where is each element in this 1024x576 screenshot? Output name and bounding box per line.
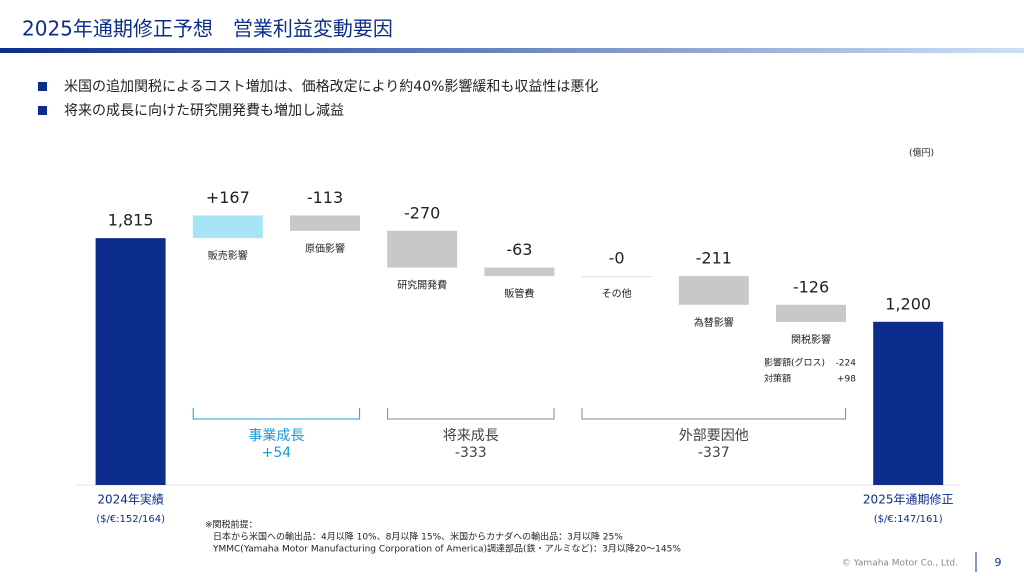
bar [484,267,555,277]
group-bracket [192,408,361,420]
bar [873,321,944,485]
group-value: -337 [698,445,730,461]
footnote: 日本から米国への輸出品：4月以降 10%、8月以降 15%、米国からカナダへの輸… [213,531,623,543]
value-label: +167 [206,188,250,207]
bullet-icon [38,82,47,91]
annotation-value: +98 [837,374,856,384]
group-bracket [581,408,847,420]
value-label: -113 [307,188,343,207]
group-value: +54 [262,445,292,461]
annotation-value: -224 [836,358,857,368]
annotation-label: 対策額 [764,372,791,384]
bar [192,215,263,239]
group-name: 将来成長 [443,428,499,444]
category-label: 原価影響 [305,242,345,255]
unit: (億円) [909,147,934,159]
category-label: 販売影響 [208,249,248,262]
group-name: 外部要因他 [679,428,749,444]
value-label: -0 [609,249,625,268]
value-label: -126 [793,277,829,296]
bar [290,215,360,231]
bar [581,276,652,278]
title: 2025年通期修正予想 営業利益変動要因 [22,17,393,41]
bar [95,238,166,485]
value-label: 1,815 [108,211,154,230]
group-bracket [387,408,555,420]
value-label: -270 [404,203,440,222]
value-label: 1,200 [885,294,931,313]
value-label: -63 [506,240,532,259]
category-note: ($/€:152/164) [96,514,165,525]
bullet: 将来の成長に向けた研究開発費も増加し減益 [64,102,344,119]
copyright: © Yamaha Motor Co., Ltd. [842,559,958,569]
page-number: 9 [995,556,1002,569]
value-label: -211 [696,249,732,268]
category-label: その他 [602,287,632,300]
bar [678,276,749,305]
category-label: 関税影響 [791,333,831,346]
annotation-label: 影響額(グロス) [764,356,825,368]
category-label: 2024年実績 [97,492,164,507]
category-label: 研究開発費 [397,279,447,292]
category-label: 為替影響 [694,316,734,329]
group-name: 事業成長 [248,428,304,444]
bar [387,230,458,268]
category-note: ($/€:147/161) [874,514,943,525]
group-value: -333 [455,445,487,461]
footnote: ※関税前提： [205,519,258,531]
category-label: 2025年通期修正 [863,492,954,507]
title-rule [0,48,1024,53]
category-label: 販管費 [504,287,534,300]
bullet-icon [38,106,47,115]
footnote: YMMC(Yamaha Motor Manufacturing Corporat… [212,543,681,555]
bar [776,304,846,322]
bullet: 米国の追加関税によるコスト増加は、価格改定により約40%影響緩和も収益性は悪化 [64,78,598,95]
